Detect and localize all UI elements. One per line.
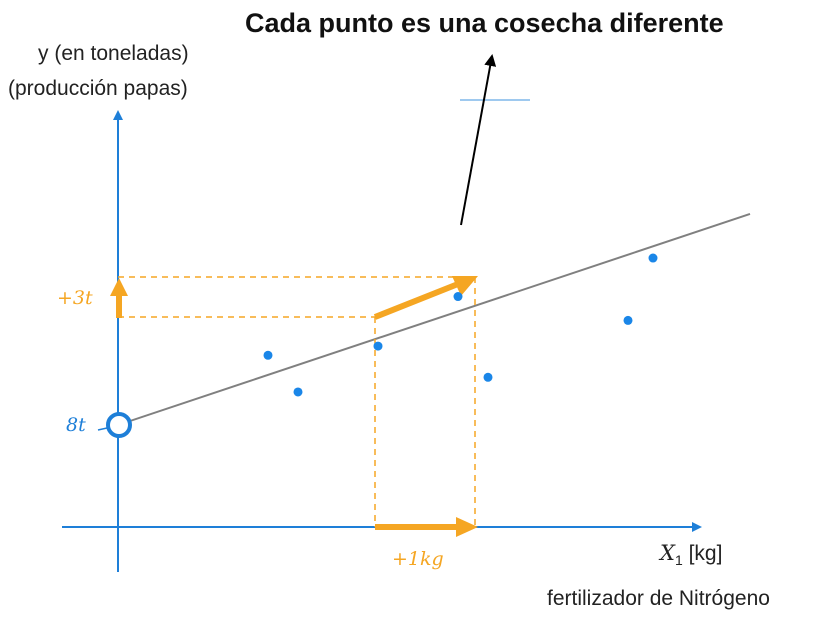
x-axis-subscript: 1 bbox=[674, 552, 683, 569]
intercept-tick bbox=[97, 427, 108, 431]
data-point bbox=[453, 292, 463, 302]
x-axis-unit: [kg] bbox=[682, 542, 723, 565]
regression-line bbox=[117, 212, 751, 426]
data-points bbox=[263, 253, 658, 397]
run-arrow bbox=[375, 517, 478, 537]
diagram-title: Cada punto es una cosecha diferente bbox=[245, 8, 724, 38]
data-point bbox=[648, 253, 658, 263]
y-axis-label-line1: y (en toneladas) bbox=[38, 42, 189, 65]
x-axis-label: X1 [kg] bbox=[660, 541, 722, 568]
data-point bbox=[483, 372, 493, 382]
y-axis-label-line2: (producción papas) bbox=[8, 77, 188, 100]
data-point bbox=[263, 350, 273, 360]
intercept-label: 8t bbox=[66, 414, 86, 436]
slope-arrow bbox=[373, 276, 478, 320]
data-point bbox=[623, 315, 633, 325]
x-axis-symbol: X bbox=[660, 541, 675, 565]
data-point bbox=[373, 341, 383, 351]
rise-label: +3t bbox=[57, 287, 93, 309]
intercept-marker bbox=[106, 412, 132, 438]
annotation-arrow bbox=[460, 54, 497, 226]
rise-arrow bbox=[110, 278, 128, 318]
data-point bbox=[293, 387, 303, 397]
run-label: +1kg bbox=[392, 548, 444, 570]
x-axis-description: fertilizador de Nitrógeno bbox=[547, 587, 770, 610]
